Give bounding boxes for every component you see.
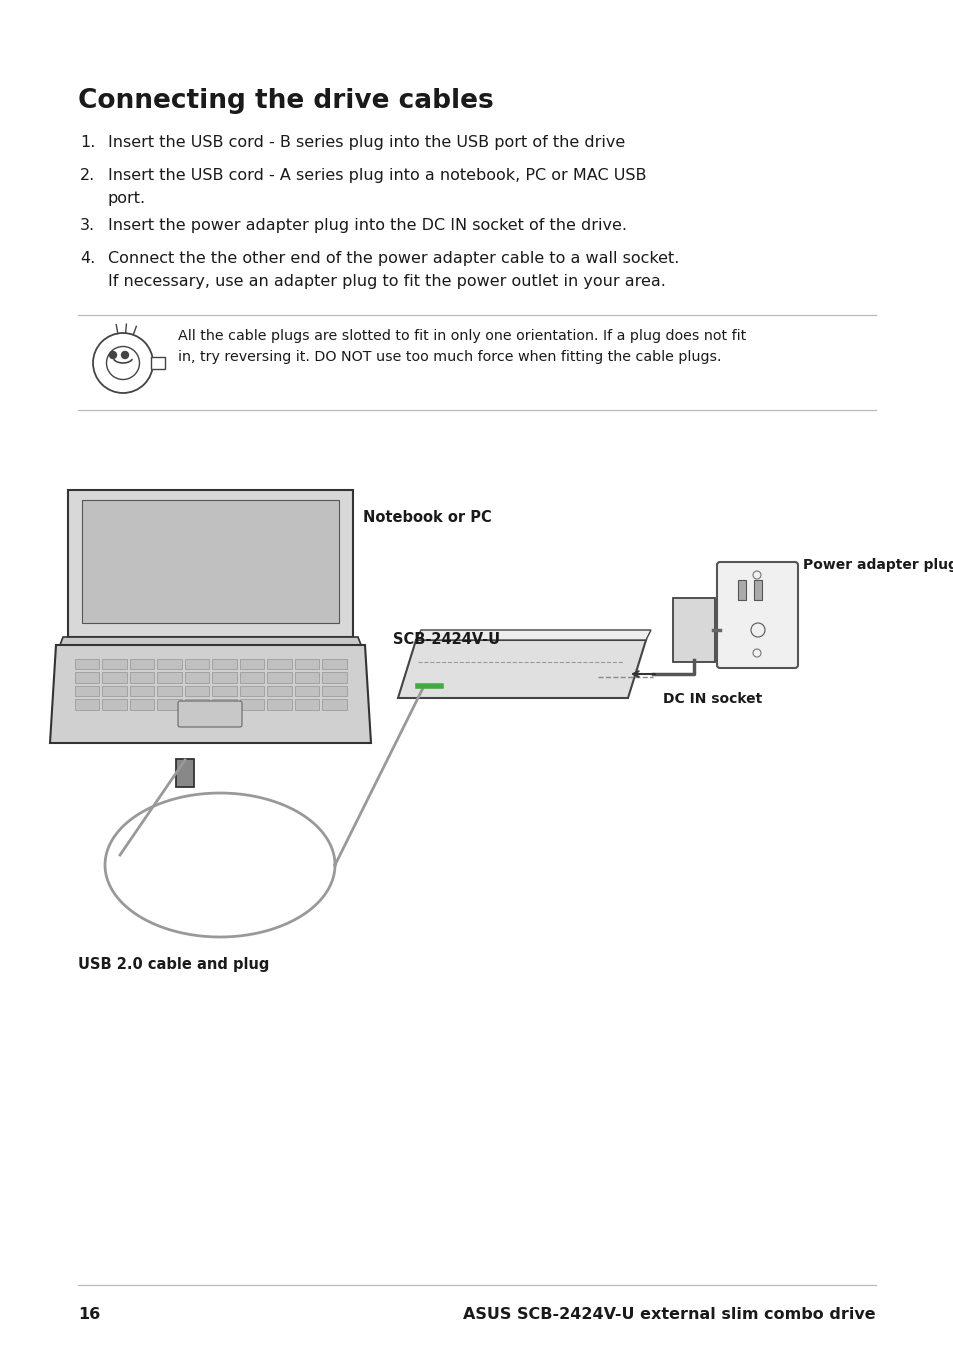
- Polygon shape: [416, 630, 650, 640]
- FancyBboxPatch shape: [213, 673, 236, 684]
- FancyBboxPatch shape: [178, 701, 242, 727]
- FancyBboxPatch shape: [75, 700, 99, 709]
- FancyBboxPatch shape: [157, 673, 182, 684]
- FancyBboxPatch shape: [267, 673, 292, 684]
- Text: DC IN socket: DC IN socket: [662, 692, 761, 707]
- FancyBboxPatch shape: [185, 686, 210, 696]
- FancyBboxPatch shape: [130, 700, 154, 709]
- FancyBboxPatch shape: [102, 659, 127, 670]
- FancyBboxPatch shape: [185, 659, 210, 670]
- FancyBboxPatch shape: [75, 686, 99, 696]
- FancyBboxPatch shape: [322, 686, 347, 696]
- Text: 4.: 4.: [80, 251, 95, 266]
- FancyBboxPatch shape: [157, 686, 182, 696]
- Text: 3.: 3.: [80, 218, 95, 232]
- FancyBboxPatch shape: [753, 580, 761, 600]
- FancyBboxPatch shape: [130, 659, 154, 670]
- FancyBboxPatch shape: [240, 659, 264, 670]
- FancyBboxPatch shape: [294, 686, 319, 696]
- FancyBboxPatch shape: [294, 700, 319, 709]
- Text: 1.: 1.: [80, 135, 95, 150]
- Circle shape: [110, 351, 116, 358]
- FancyBboxPatch shape: [157, 700, 182, 709]
- FancyBboxPatch shape: [267, 659, 292, 670]
- FancyBboxPatch shape: [75, 659, 99, 670]
- FancyBboxPatch shape: [267, 686, 292, 696]
- Text: If necessary, use an adapter plug to fit the power outlet in your area.: If necessary, use an adapter plug to fit…: [108, 274, 665, 289]
- FancyBboxPatch shape: [322, 673, 347, 684]
- FancyBboxPatch shape: [151, 357, 165, 369]
- FancyBboxPatch shape: [213, 686, 236, 696]
- Text: USB 2.0 cable and plug: USB 2.0 cable and plug: [78, 957, 269, 971]
- FancyBboxPatch shape: [672, 598, 714, 662]
- FancyBboxPatch shape: [102, 673, 127, 684]
- Text: Power adapter plug: Power adapter plug: [802, 558, 953, 571]
- Text: Connecting the drive cables: Connecting the drive cables: [78, 88, 494, 113]
- Text: Notebook or PC: Notebook or PC: [363, 509, 491, 526]
- Text: SCB-2424V-U: SCB-2424V-U: [393, 632, 499, 647]
- FancyBboxPatch shape: [213, 700, 236, 709]
- FancyBboxPatch shape: [102, 700, 127, 709]
- FancyBboxPatch shape: [157, 659, 182, 670]
- FancyBboxPatch shape: [267, 700, 292, 709]
- Text: 16: 16: [78, 1306, 100, 1323]
- FancyBboxPatch shape: [130, 686, 154, 696]
- Polygon shape: [82, 500, 338, 623]
- Text: Insert the power adapter plug into the DC IN socket of the drive.: Insert the power adapter plug into the D…: [108, 218, 626, 232]
- Circle shape: [121, 351, 129, 358]
- FancyBboxPatch shape: [240, 686, 264, 696]
- Polygon shape: [50, 644, 371, 743]
- FancyBboxPatch shape: [717, 562, 797, 667]
- FancyBboxPatch shape: [240, 673, 264, 684]
- FancyBboxPatch shape: [213, 659, 236, 670]
- FancyBboxPatch shape: [322, 659, 347, 670]
- FancyBboxPatch shape: [130, 673, 154, 684]
- Text: Insert the USB cord - B series plug into the USB port of the drive: Insert the USB cord - B series plug into…: [108, 135, 624, 150]
- Text: 2.: 2.: [80, 168, 95, 182]
- FancyBboxPatch shape: [185, 700, 210, 709]
- FancyBboxPatch shape: [322, 700, 347, 709]
- Text: port.: port.: [108, 190, 146, 205]
- FancyBboxPatch shape: [102, 686, 127, 696]
- Polygon shape: [68, 490, 353, 638]
- Text: in, try reversing it. DO NOT use too much force when fitting the cable plugs.: in, try reversing it. DO NOT use too muc…: [178, 350, 720, 363]
- Polygon shape: [397, 640, 645, 698]
- Text: Connect the the other end of the power adapter cable to a wall socket.: Connect the the other end of the power a…: [108, 251, 679, 266]
- Polygon shape: [60, 638, 360, 644]
- Text: Insert the USB cord - A series plug into a notebook, PC or MAC USB: Insert the USB cord - A series plug into…: [108, 168, 646, 182]
- Text: ASUS SCB-2424V-U external slim combo drive: ASUS SCB-2424V-U external slim combo dri…: [463, 1306, 875, 1323]
- FancyBboxPatch shape: [294, 659, 319, 670]
- FancyBboxPatch shape: [175, 759, 193, 788]
- Text: All the cable plugs are slotted to fit in only one orientation. If a plug does n: All the cable plugs are slotted to fit i…: [178, 330, 745, 343]
- FancyBboxPatch shape: [294, 673, 319, 684]
- FancyBboxPatch shape: [75, 673, 99, 684]
- FancyBboxPatch shape: [240, 700, 264, 709]
- FancyBboxPatch shape: [185, 673, 210, 684]
- FancyBboxPatch shape: [738, 580, 745, 600]
